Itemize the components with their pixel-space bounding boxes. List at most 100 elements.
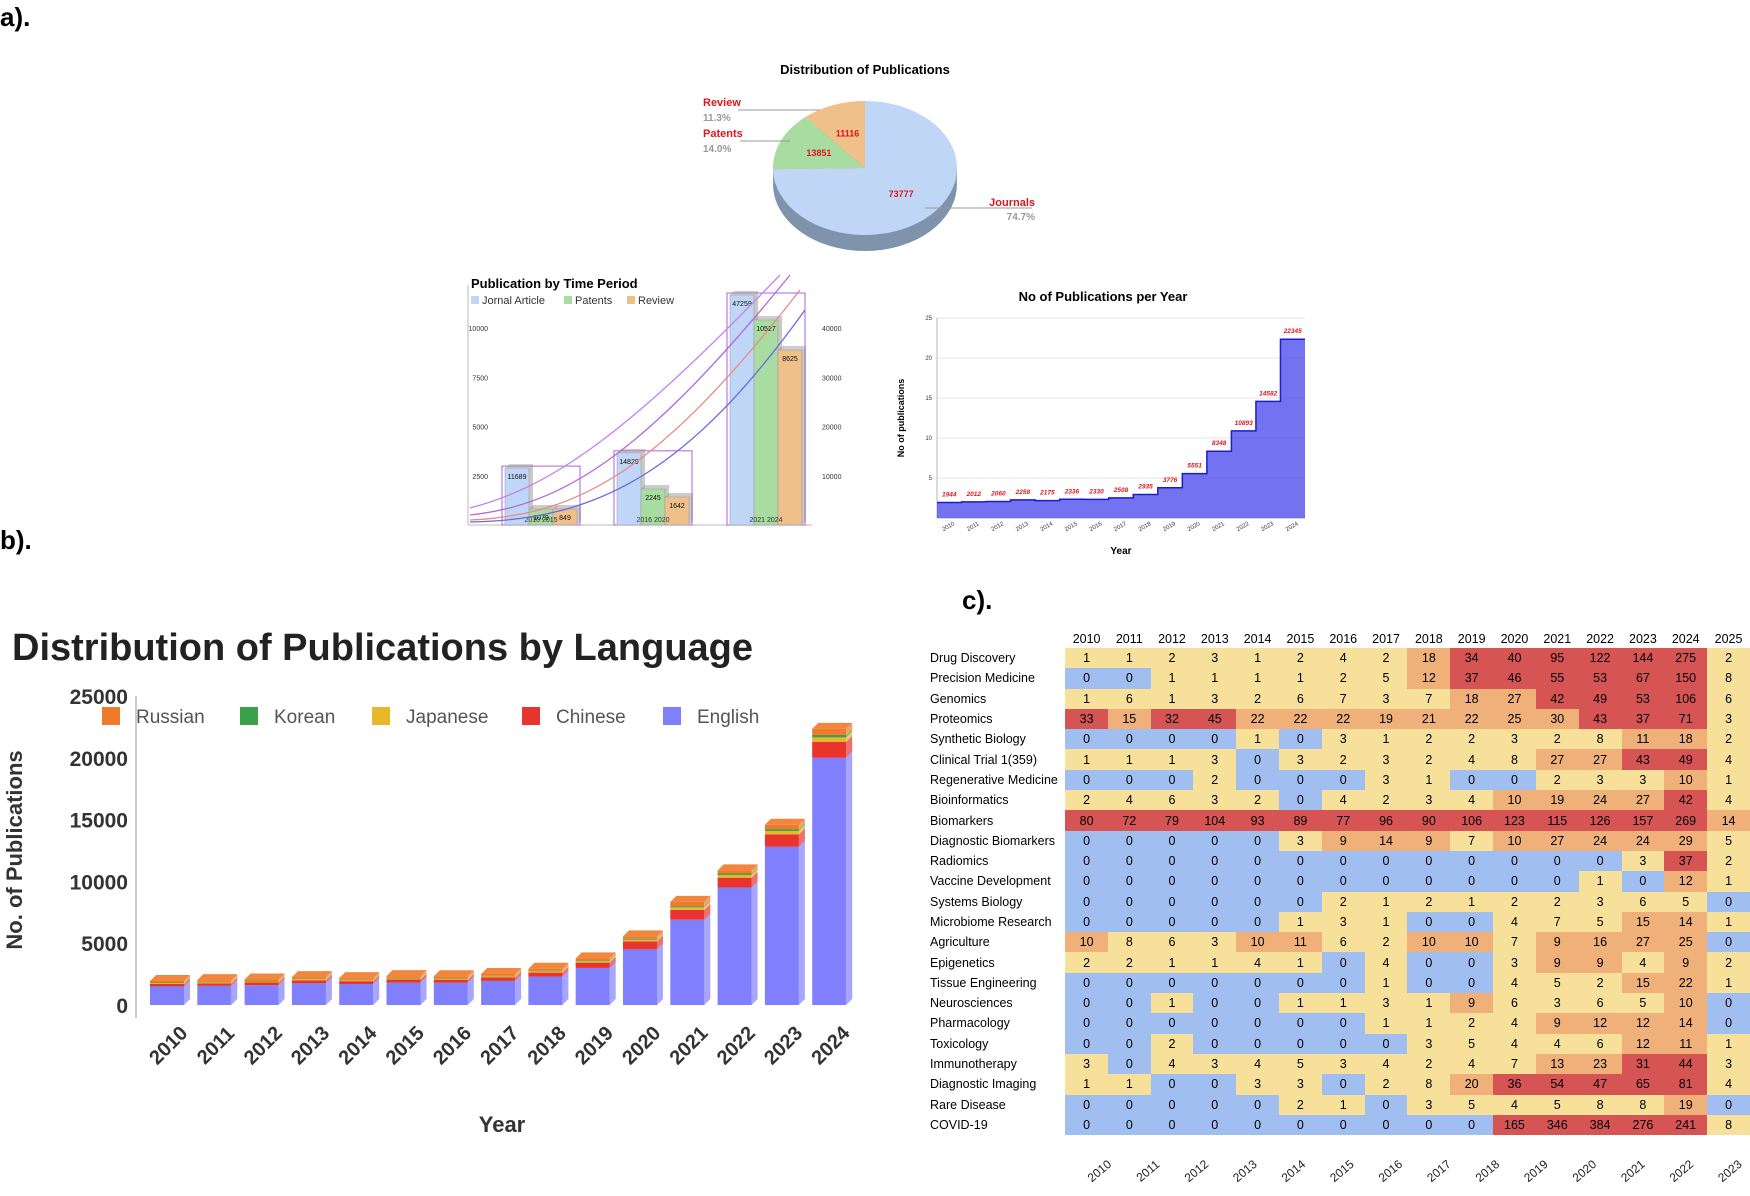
heatmap-cell: 2: [1535, 769, 1579, 791]
language-bar-side: [373, 975, 380, 984]
period-legend-label: Patents: [575, 295, 613, 307]
heatmap-cell: 0: [1364, 1094, 1408, 1115]
language-bar-segment: [764, 846, 799, 1005]
language-bar-segment: [197, 985, 232, 1005]
heatmap-cell: 0: [1193, 1013, 1237, 1034]
heatmap-cell: 2: [1450, 1013, 1494, 1034]
yearly-area: [937, 339, 1305, 518]
period-trend-line: [469, 274, 791, 516]
language-bar-segment: [481, 976, 516, 978]
period-bar-value: 8625: [782, 356, 798, 363]
pie-value-label: 13851: [806, 148, 831, 158]
language-bar-segment: [528, 976, 563, 1005]
language-bar-side: [751, 881, 758, 1005]
panel-label-c: c).: [962, 585, 993, 615]
language-bar-side: [373, 977, 380, 1005]
period-bar-top: [730, 291, 758, 295]
heatmap-cell: 0: [1236, 1094, 1279, 1115]
heatmap-row: Bioinformatics 2 4 6 3 2 0 4 2 3 4 10 19 24 27 42 4: [928, 790, 1750, 811]
heatmap-cell: 27: [1578, 749, 1622, 770]
heatmap-cell: 0: [1236, 749, 1279, 770]
period-trend-line: [469, 289, 801, 521]
period-bar-top: [553, 505, 581, 509]
heatmap-cell: 4: [1493, 1013, 1536, 1034]
language-bar-segment: [291, 979, 326, 981]
language-bar-side: [562, 970, 569, 1005]
heatmap-cell: 7: [1493, 1053, 1536, 1075]
pie-title: Distribution of Publications: [780, 62, 950, 77]
heatmap-cell: 67: [1621, 668, 1665, 689]
heatmap-row-label: Drug Discovery: [930, 651, 1016, 666]
heatmap-row-label: Diagnostic Biomarkers: [930, 833, 1056, 848]
language-bar-segment: [670, 907, 705, 910]
heatmap-cell: 0: [1707, 1013, 1750, 1034]
heatmap-col-header: 2022: [1586, 632, 1614, 646]
language-x-tick: 2017: [476, 1022, 523, 1069]
heatmap-cell: 0: [1707, 993, 1750, 1014]
heatmap-cell: 3: [1364, 688, 1408, 709]
heatmap-cell: 2: [1578, 972, 1622, 994]
heatmap-cell: 0: [1065, 972, 1109, 994]
heatmap-cell: 3: [1279, 1074, 1322, 1095]
heatmap-cell: 3: [1321, 1053, 1365, 1075]
heatmap-row: Regenerative Medicine 0 0 0 2 0 0 0 3 1 0 0 2 3 3 10 1: [928, 769, 1750, 791]
language-bar-side: [657, 930, 663, 939]
language-bar-segment: [670, 901, 705, 907]
heatmap-cell: 0: [1150, 1013, 1194, 1034]
heatmap-cell: 11: [1621, 729, 1665, 750]
heatmap-cell: 0: [1193, 1074, 1237, 1095]
language-bar-segment: [150, 983, 184, 987]
pie-label-review: Review: [703, 97, 741, 109]
heatmap-cell: 8: [1578, 729, 1622, 750]
language-bar-segment: [575, 967, 610, 1005]
language-bar-side: [467, 973, 474, 983]
heatmap-cell: 0: [1108, 1053, 1151, 1075]
yearly-value-label: 2012: [966, 491, 982, 498]
yearly-value-label: 5551: [1187, 463, 1202, 470]
language-bar-segment: [812, 737, 847, 742]
language-x-tick: 2024: [807, 1022, 855, 1070]
period-right-tick: 10000: [822, 474, 842, 481]
heatmap-cell: 7: [1493, 932, 1536, 953]
heatmap-cell: 3: [1407, 1094, 1451, 1115]
heatmap-cell: 0: [1279, 1114, 1322, 1136]
yearly-x-tick: 2011: [966, 521, 981, 533]
language-bar-side: [325, 974, 332, 984]
yearly-y-label: No of publications: [896, 379, 906, 458]
heatmap-row: Biomarkers 80 72 79 104 93 89 77 96 90 106 123 115 12…: [928, 810, 1750, 831]
heatmap-cell: 22: [1450, 708, 1494, 730]
heatmap-cell: 42: [1664, 790, 1708, 811]
heatmap-row-label: COVID-19: [930, 1117, 988, 1132]
heatmap-cell: 4: [1321, 790, 1365, 811]
heatmap-cell: 0: [1065, 993, 1109, 1014]
language-bar-segment: [717, 870, 752, 874]
language-legend-swatch: [240, 707, 258, 725]
heatmap-cell: 45: [1193, 708, 1237, 730]
heatmap-cell: 14: [1364, 830, 1408, 851]
heatmap-cell: 241: [1664, 1114, 1708, 1136]
heatmap-cell: 0: [1493, 871, 1536, 892]
heatmap-cell: 0: [1065, 911, 1109, 933]
language-bar-segment: [812, 734, 847, 738]
heatmap-cell: 0: [1193, 891, 1237, 912]
heatmap-cell: 8: [1707, 1114, 1750, 1136]
heatmap-cell: 9: [1535, 932, 1579, 953]
language-bar-side: [325, 972, 332, 980]
heatmap-cell: 0: [1108, 850, 1151, 872]
language-bar-segment: [481, 980, 516, 1005]
heatmap-cell: 18: [1664, 729, 1708, 750]
heatmap-cell: 0: [1236, 911, 1279, 933]
heatmap-corner: [928, 630, 1065, 648]
heatmap-bottom-tick: 2013: [1230, 1160, 1260, 1185]
heatmap-cell: 0: [1321, 769, 1365, 791]
heatmap-cell: 1: [1108, 749, 1151, 770]
heatmap-cell: 37: [1621, 708, 1665, 730]
heatmap-cell: 0: [1236, 830, 1279, 851]
period-bar-side: [778, 316, 782, 525]
heatmap-cell: 4: [1707, 790, 1750, 811]
language-bar-side: [657, 935, 663, 950]
heatmap-cell: 34: [1450, 648, 1494, 669]
heatmap-cell: 0: [1065, 1033, 1109, 1054]
heatmap-cell: 53: [1578, 668, 1622, 689]
pie-label-journals: Journals: [989, 197, 1035, 209]
